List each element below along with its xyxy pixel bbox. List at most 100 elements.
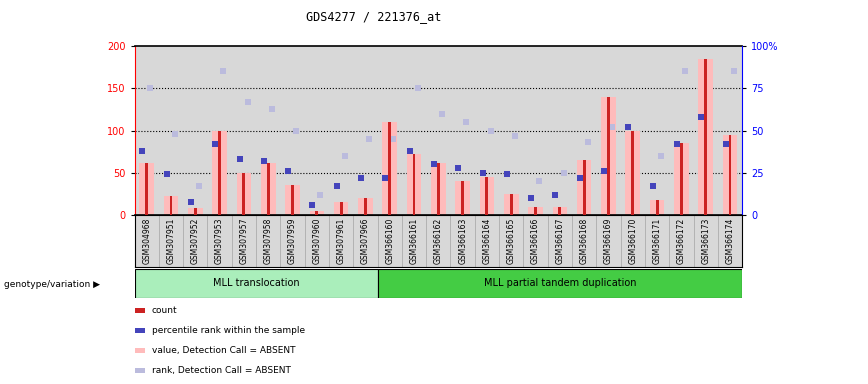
Bar	[169, 197, 173, 215]
Bar	[364, 198, 367, 215]
Bar	[135, 46, 159, 215]
Bar	[704, 59, 707, 215]
Bar	[280, 215, 305, 267]
Bar	[159, 215, 183, 267]
Bar	[339, 202, 343, 215]
Bar	[256, 46, 280, 215]
Bar	[504, 194, 518, 215]
Bar	[674, 143, 688, 215]
Point	[338, 153, 352, 159]
Bar	[529, 207, 542, 215]
Text: GDS4277 / 221376_at: GDS4277 / 221376_at	[306, 10, 441, 23]
Bar	[232, 215, 256, 267]
Text: count: count	[152, 306, 178, 315]
Bar	[315, 211, 319, 215]
Point	[500, 171, 514, 177]
Bar	[523, 215, 548, 267]
Bar	[694, 215, 718, 267]
Point	[670, 141, 684, 147]
Point	[678, 68, 692, 74]
Bar	[334, 202, 348, 215]
Text: GSM307959: GSM307959	[288, 218, 297, 264]
Point	[646, 183, 660, 189]
Text: GSM366170: GSM366170	[628, 218, 637, 264]
Bar	[402, 215, 426, 267]
Point	[257, 158, 271, 164]
Point	[694, 114, 708, 120]
Bar	[655, 200, 659, 215]
Point	[597, 168, 611, 174]
Bar	[431, 163, 445, 215]
Bar	[669, 46, 694, 215]
Bar	[650, 200, 664, 215]
Bar	[456, 181, 470, 215]
Point	[427, 161, 441, 167]
Bar	[461, 181, 464, 215]
Bar	[329, 215, 353, 267]
Point	[135, 148, 149, 154]
Bar	[572, 215, 596, 267]
Point	[702, 18, 716, 24]
Bar	[534, 207, 537, 215]
Point	[411, 85, 424, 91]
Bar	[378, 215, 402, 267]
Bar	[353, 46, 378, 215]
Bar	[213, 131, 227, 215]
Point	[233, 156, 247, 162]
Text: GSM366168: GSM366168	[580, 218, 589, 264]
Point	[403, 148, 417, 154]
Bar	[358, 198, 372, 215]
Text: GSM366160: GSM366160	[385, 218, 394, 264]
Point	[549, 192, 562, 198]
Text: GSM366166: GSM366166	[531, 218, 540, 264]
Bar	[232, 46, 256, 215]
Bar	[596, 215, 621, 267]
Point	[168, 131, 181, 137]
Bar	[621, 46, 645, 215]
Bar	[207, 215, 232, 267]
Bar	[548, 46, 572, 215]
Bar	[329, 46, 353, 215]
Bar	[553, 207, 567, 215]
Bar	[305, 215, 329, 267]
Bar	[378, 269, 742, 298]
Bar	[242, 173, 246, 215]
Point	[435, 111, 449, 117]
Bar	[510, 194, 513, 215]
Point	[719, 141, 733, 147]
Point	[629, 35, 643, 41]
Point	[621, 124, 635, 130]
Bar	[135, 269, 378, 298]
Text: GSM366172: GSM366172	[677, 218, 686, 264]
Point	[476, 170, 490, 176]
Point	[354, 175, 368, 181]
Bar	[159, 46, 183, 215]
Bar	[437, 163, 440, 215]
Text: MLL partial tandem duplication: MLL partial tandem duplication	[483, 278, 636, 288]
Point	[581, 139, 595, 146]
Bar	[261, 163, 275, 215]
Text: MLL translocation: MLL translocation	[213, 278, 299, 288]
Bar	[680, 143, 683, 215]
Text: GSM366163: GSM366163	[458, 218, 467, 264]
Bar	[485, 177, 489, 215]
Bar	[280, 46, 305, 215]
Bar	[188, 208, 202, 215]
Bar	[183, 215, 207, 267]
Bar	[602, 97, 615, 215]
Point	[654, 153, 667, 159]
Point	[508, 132, 522, 139]
Text: GSM366161: GSM366161	[410, 218, 418, 264]
Text: value, Detection Call = ABSENT: value, Detection Call = ABSENT	[152, 346, 295, 355]
Bar	[237, 173, 251, 215]
Point	[289, 127, 303, 134]
Bar	[523, 46, 548, 215]
Point	[727, 68, 740, 74]
Bar	[135, 215, 159, 267]
Bar	[450, 215, 475, 267]
Bar	[631, 131, 635, 215]
Bar	[183, 46, 207, 215]
Bar	[728, 135, 732, 215]
Text: GSM307957: GSM307957	[240, 218, 248, 264]
Text: GSM307953: GSM307953	[215, 218, 224, 264]
